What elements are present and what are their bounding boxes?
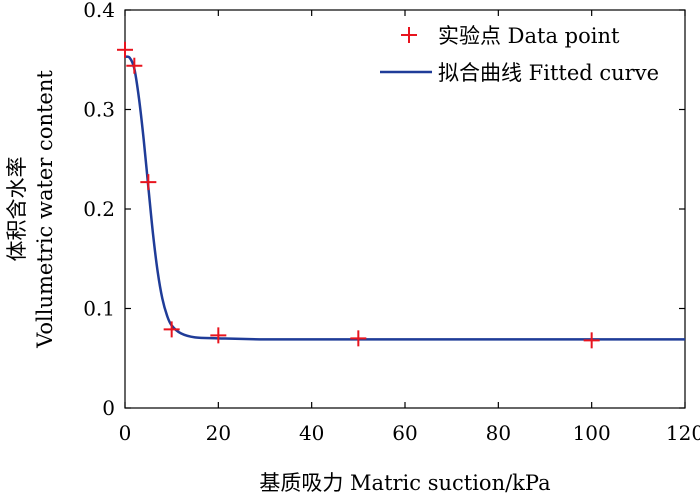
legend-label-fitted-curve: 拟合曲线 Fitted curve bbox=[438, 61, 659, 85]
data-point-marker bbox=[117, 41, 133, 58]
x-tick-label: 0 bbox=[119, 421, 132, 445]
y-axis-label-cn: 体积含水率 bbox=[5, 157, 29, 262]
data-point-marker bbox=[126, 57, 143, 74]
legend-label-data-point: 实验点 Data point bbox=[438, 24, 620, 48]
data-point-marker bbox=[140, 174, 157, 191]
fitted-curve bbox=[124, 55, 685, 341]
fitted-curve-layer bbox=[124, 55, 685, 341]
x-tick-label: 120 bbox=[666, 421, 700, 445]
x-tick-label: 20 bbox=[206, 421, 231, 445]
x-tick-label: 60 bbox=[392, 421, 417, 445]
x-tick-label: 80 bbox=[486, 421, 511, 445]
y-tick-label: 0.4 bbox=[83, 0, 115, 22]
data-point-marker bbox=[163, 321, 180, 338]
y-tick-label: 0.2 bbox=[83, 197, 115, 221]
y-tick-label: 0.3 bbox=[83, 98, 115, 122]
x-tick-label: 40 bbox=[299, 421, 324, 445]
y-axis-label-en: Vollumetric water content bbox=[33, 70, 57, 349]
data-point-layer bbox=[117, 41, 600, 349]
data-point-marker bbox=[350, 330, 367, 347]
data-point-marker bbox=[583, 332, 600, 349]
x-tick-label: 100 bbox=[573, 421, 611, 445]
data-point-marker bbox=[210, 327, 227, 344]
axis-ticks: 0 20 40 60 80 100 120 0 0.1 0.2 0.3 0.4 bbox=[83, 0, 700, 445]
y-tick-label: 0 bbox=[102, 396, 115, 420]
x-axis-label: 基质吸力 Matric suction/kPa bbox=[259, 471, 550, 495]
y-tick-label: 0.1 bbox=[83, 297, 115, 321]
legend: 实验点 Data point 拟合曲线 Fitted curve bbox=[380, 24, 659, 85]
